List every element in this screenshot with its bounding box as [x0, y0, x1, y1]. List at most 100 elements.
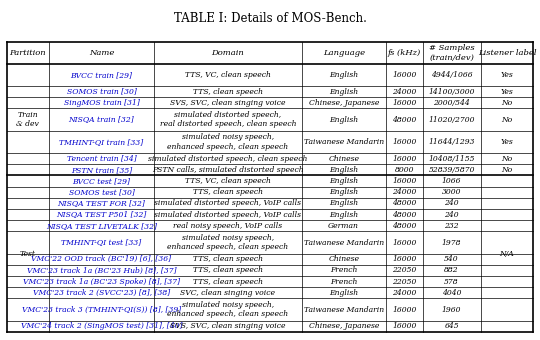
- Text: 16000: 16000: [392, 238, 416, 246]
- Text: 11020/2700: 11020/2700: [428, 116, 475, 124]
- Text: 16000: 16000: [392, 255, 416, 263]
- Text: English: English: [329, 177, 358, 185]
- Text: 16000: 16000: [392, 306, 416, 313]
- Text: 16000: 16000: [392, 177, 416, 185]
- Text: Taiwanese Mandarin: Taiwanese Mandarin: [303, 238, 384, 246]
- Text: 48000: 48000: [392, 199, 416, 207]
- Text: VMC'23 track 3 (TMHINT-QI(S)) [8], [39]: VMC'23 track 3 (TMHINT-QI(S)) [8], [39]: [22, 306, 181, 313]
- Text: NISQA train [32]: NISQA train [32]: [69, 116, 134, 124]
- Text: PSTN train [35]: PSTN train [35]: [71, 166, 132, 174]
- Text: English: English: [329, 188, 358, 196]
- Text: TMHINT-QI test [33]: TMHINT-QI test [33]: [62, 238, 141, 246]
- Text: Test: Test: [20, 250, 36, 258]
- Text: No: No: [501, 99, 512, 107]
- Text: Domain: Domain: [212, 49, 244, 57]
- Text: VMC'23 track 1a (BC'23 Hub) [8], [37]: VMC'23 track 1a (BC'23 Hub) [8], [37]: [26, 267, 177, 274]
- Text: Tencent train [34]: Tencent train [34]: [66, 155, 137, 163]
- Text: 1066: 1066: [442, 177, 461, 185]
- Text: simulated distorted speech, clean speech: simulated distorted speech, clean speech: [148, 155, 308, 163]
- Text: SVS, SVC, clean singing voice: SVS, SVC, clean singing voice: [170, 99, 286, 107]
- Text: 48000: 48000: [392, 210, 416, 219]
- Text: simulated distorted speech,
real distorted speech, clean speech: simulated distorted speech, real distort…: [160, 111, 296, 128]
- Text: 578: 578: [444, 277, 459, 286]
- Text: SingMOS train [31]: SingMOS train [31]: [64, 99, 139, 107]
- Text: N/A: N/A: [500, 250, 514, 258]
- Text: 8000: 8000: [395, 166, 414, 174]
- Text: 16000: 16000: [392, 99, 416, 107]
- Text: Chinese: Chinese: [328, 155, 359, 163]
- Text: Language: Language: [322, 49, 365, 57]
- Text: 240: 240: [444, 199, 459, 207]
- Text: SOMOS test [30]: SOMOS test [30]: [69, 188, 134, 196]
- Text: Name: Name: [89, 49, 114, 57]
- Text: TTS, clean speech: TTS, clean speech: [193, 188, 263, 196]
- Text: SVS, SVC, clean singing voice: SVS, SVC, clean singing voice: [170, 322, 286, 330]
- Text: No: No: [501, 116, 512, 124]
- Text: fs (kHz): fs (kHz): [388, 49, 421, 57]
- Text: 645: 645: [444, 322, 459, 330]
- Text: 16000: 16000: [392, 155, 416, 163]
- Text: VMC'23 track 1a (BC'23 Spoke) [8], [37]: VMC'23 track 1a (BC'23 Spoke) [8], [37]: [23, 277, 180, 286]
- Text: VMC'22 OOD track (BC'19) [6], [36]: VMC'22 OOD track (BC'19) [6], [36]: [31, 255, 172, 263]
- Text: 4040: 4040: [442, 289, 461, 297]
- Text: No: No: [501, 155, 512, 163]
- Text: real noisy speech, VoIP calls: real noisy speech, VoIP calls: [173, 222, 282, 230]
- Text: Chinese, Japanese: Chinese, Japanese: [308, 99, 379, 107]
- Text: Taiwanese Mandarin: Taiwanese Mandarin: [303, 306, 384, 313]
- Text: 16000: 16000: [392, 322, 416, 330]
- Text: TTS, clean speech: TTS, clean speech: [193, 277, 263, 286]
- Text: TABLE I: Details of MOS-Bench.: TABLE I: Details of MOS-Bench.: [173, 12, 367, 24]
- Text: TTS, clean speech: TTS, clean speech: [193, 267, 263, 274]
- Text: English: English: [329, 116, 358, 124]
- Text: simulated distorted speech, VoIP calls: simulated distorted speech, VoIP calls: [154, 199, 301, 207]
- Text: 232: 232: [444, 222, 459, 230]
- Text: TMHINT-QI train [33]: TMHINT-QI train [33]: [59, 138, 144, 146]
- Text: 882: 882: [444, 267, 459, 274]
- Text: TTS, VC, clean speech: TTS, VC, clean speech: [185, 71, 271, 79]
- Text: 4944/1066: 4944/1066: [431, 71, 472, 79]
- Text: SVC, clean singing voice: SVC, clean singing voice: [180, 289, 275, 297]
- Text: 16000: 16000: [392, 138, 416, 146]
- Text: 24000: 24000: [392, 188, 416, 196]
- Text: NISQA TEST FOR [32]: NISQA TEST FOR [32]: [58, 199, 145, 207]
- Text: 11644/1293: 11644/1293: [428, 138, 475, 146]
- Text: SOMOS train [30]: SOMOS train [30]: [66, 88, 137, 96]
- Text: French: French: [330, 267, 357, 274]
- Text: simulated noisy speech,
enhanced speech, clean speech: simulated noisy speech, enhanced speech,…: [167, 133, 288, 151]
- Text: 24000: 24000: [392, 88, 416, 96]
- Text: simulated distorted speech, VoIP calls: simulated distorted speech, VoIP calls: [154, 210, 301, 219]
- Text: 48000: 48000: [392, 222, 416, 230]
- Text: 240: 240: [444, 210, 459, 219]
- Text: 52839/5870: 52839/5870: [428, 166, 475, 174]
- Text: Taiwanese Mandarin: Taiwanese Mandarin: [303, 138, 384, 146]
- Text: English: English: [329, 199, 358, 207]
- Text: English: English: [329, 289, 358, 297]
- Text: English: English: [329, 88, 358, 96]
- Text: VMC'24 track 2 (SingMOS test) [31], [40]: VMC'24 track 2 (SingMOS test) [31], [40]: [21, 322, 183, 330]
- Text: Yes: Yes: [501, 88, 514, 96]
- Text: 14100/3000: 14100/3000: [428, 88, 475, 96]
- Text: 3000: 3000: [442, 188, 461, 196]
- Text: 24000: 24000: [392, 289, 416, 297]
- Text: French: French: [330, 277, 357, 286]
- Text: 16000: 16000: [392, 71, 416, 79]
- Text: PSTN calls, simulated distorted speech: PSTN calls, simulated distorted speech: [152, 166, 303, 174]
- Text: TTS, clean speech: TTS, clean speech: [193, 255, 263, 263]
- Text: simulated noisy speech,
enhanced speech, clean speech: simulated noisy speech, enhanced speech,…: [167, 234, 288, 251]
- Text: No: No: [501, 166, 512, 174]
- Text: English: English: [329, 210, 358, 219]
- Text: 48000: 48000: [392, 116, 416, 124]
- Text: BVCC train [29]: BVCC train [29]: [71, 71, 132, 79]
- Text: simulated noisy speech,
enhanced speech, clean speech: simulated noisy speech, enhanced speech,…: [167, 301, 288, 318]
- Text: Train
& dev: Train & dev: [16, 111, 39, 128]
- Text: English: English: [329, 166, 358, 174]
- Text: 2000/544: 2000/544: [433, 99, 470, 107]
- Text: Chinese: Chinese: [328, 255, 359, 263]
- Text: 540: 540: [444, 255, 459, 263]
- Text: English: English: [329, 71, 358, 79]
- Text: NISQA TEST P501 [32]: NISQA TEST P501 [32]: [56, 210, 147, 219]
- Text: Chinese, Japanese: Chinese, Japanese: [308, 322, 379, 330]
- Text: 1960: 1960: [442, 306, 461, 313]
- Text: 22050: 22050: [392, 277, 416, 286]
- Text: BVCC test [29]: BVCC test [29]: [72, 177, 131, 185]
